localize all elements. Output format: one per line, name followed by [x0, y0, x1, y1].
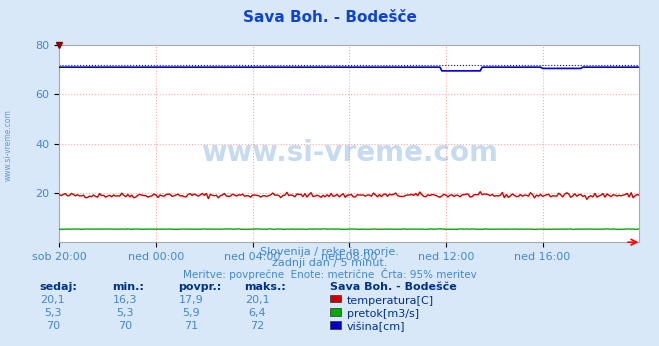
Text: 5,3: 5,3	[44, 308, 61, 318]
Text: 20,1: 20,1	[40, 295, 65, 305]
Text: www.si-vreme.com: www.si-vreme.com	[201, 139, 498, 167]
Text: višina[cm]: višina[cm]	[347, 322, 405, 333]
Text: 70: 70	[45, 321, 60, 331]
Text: maks.:: maks.:	[244, 282, 285, 292]
Text: povpr.:: povpr.:	[178, 282, 221, 292]
Text: 17,9: 17,9	[179, 295, 204, 305]
Text: Meritve: povprečne  Enote: metrične  Črta: 95% meritev: Meritve: povprečne Enote: metrične Črta:…	[183, 268, 476, 280]
Text: 5,9: 5,9	[183, 308, 200, 318]
Text: Sava Boh. - Bodešče: Sava Boh. - Bodešče	[243, 10, 416, 25]
Text: 20,1: 20,1	[244, 295, 270, 305]
Text: 72: 72	[250, 321, 264, 331]
Text: 71: 71	[184, 321, 198, 331]
Text: www.si-vreme.com: www.si-vreme.com	[4, 109, 13, 181]
Text: 70: 70	[118, 321, 132, 331]
Text: zadnji dan / 5 minut.: zadnji dan / 5 minut.	[272, 258, 387, 268]
Text: Sava Boh. - Bodešče: Sava Boh. - Bodešče	[330, 282, 456, 292]
Text: pretok[m3/s]: pretok[m3/s]	[347, 309, 418, 319]
Text: 16,3: 16,3	[113, 295, 138, 305]
Text: 6,4: 6,4	[248, 308, 266, 318]
Text: Slovenija / reke in morje.: Slovenija / reke in morje.	[260, 247, 399, 257]
Text: sedaj:: sedaj:	[40, 282, 77, 292]
Text: min.:: min.:	[112, 282, 144, 292]
Text: temperatura[C]: temperatura[C]	[347, 296, 434, 306]
Text: 5,3: 5,3	[117, 308, 134, 318]
